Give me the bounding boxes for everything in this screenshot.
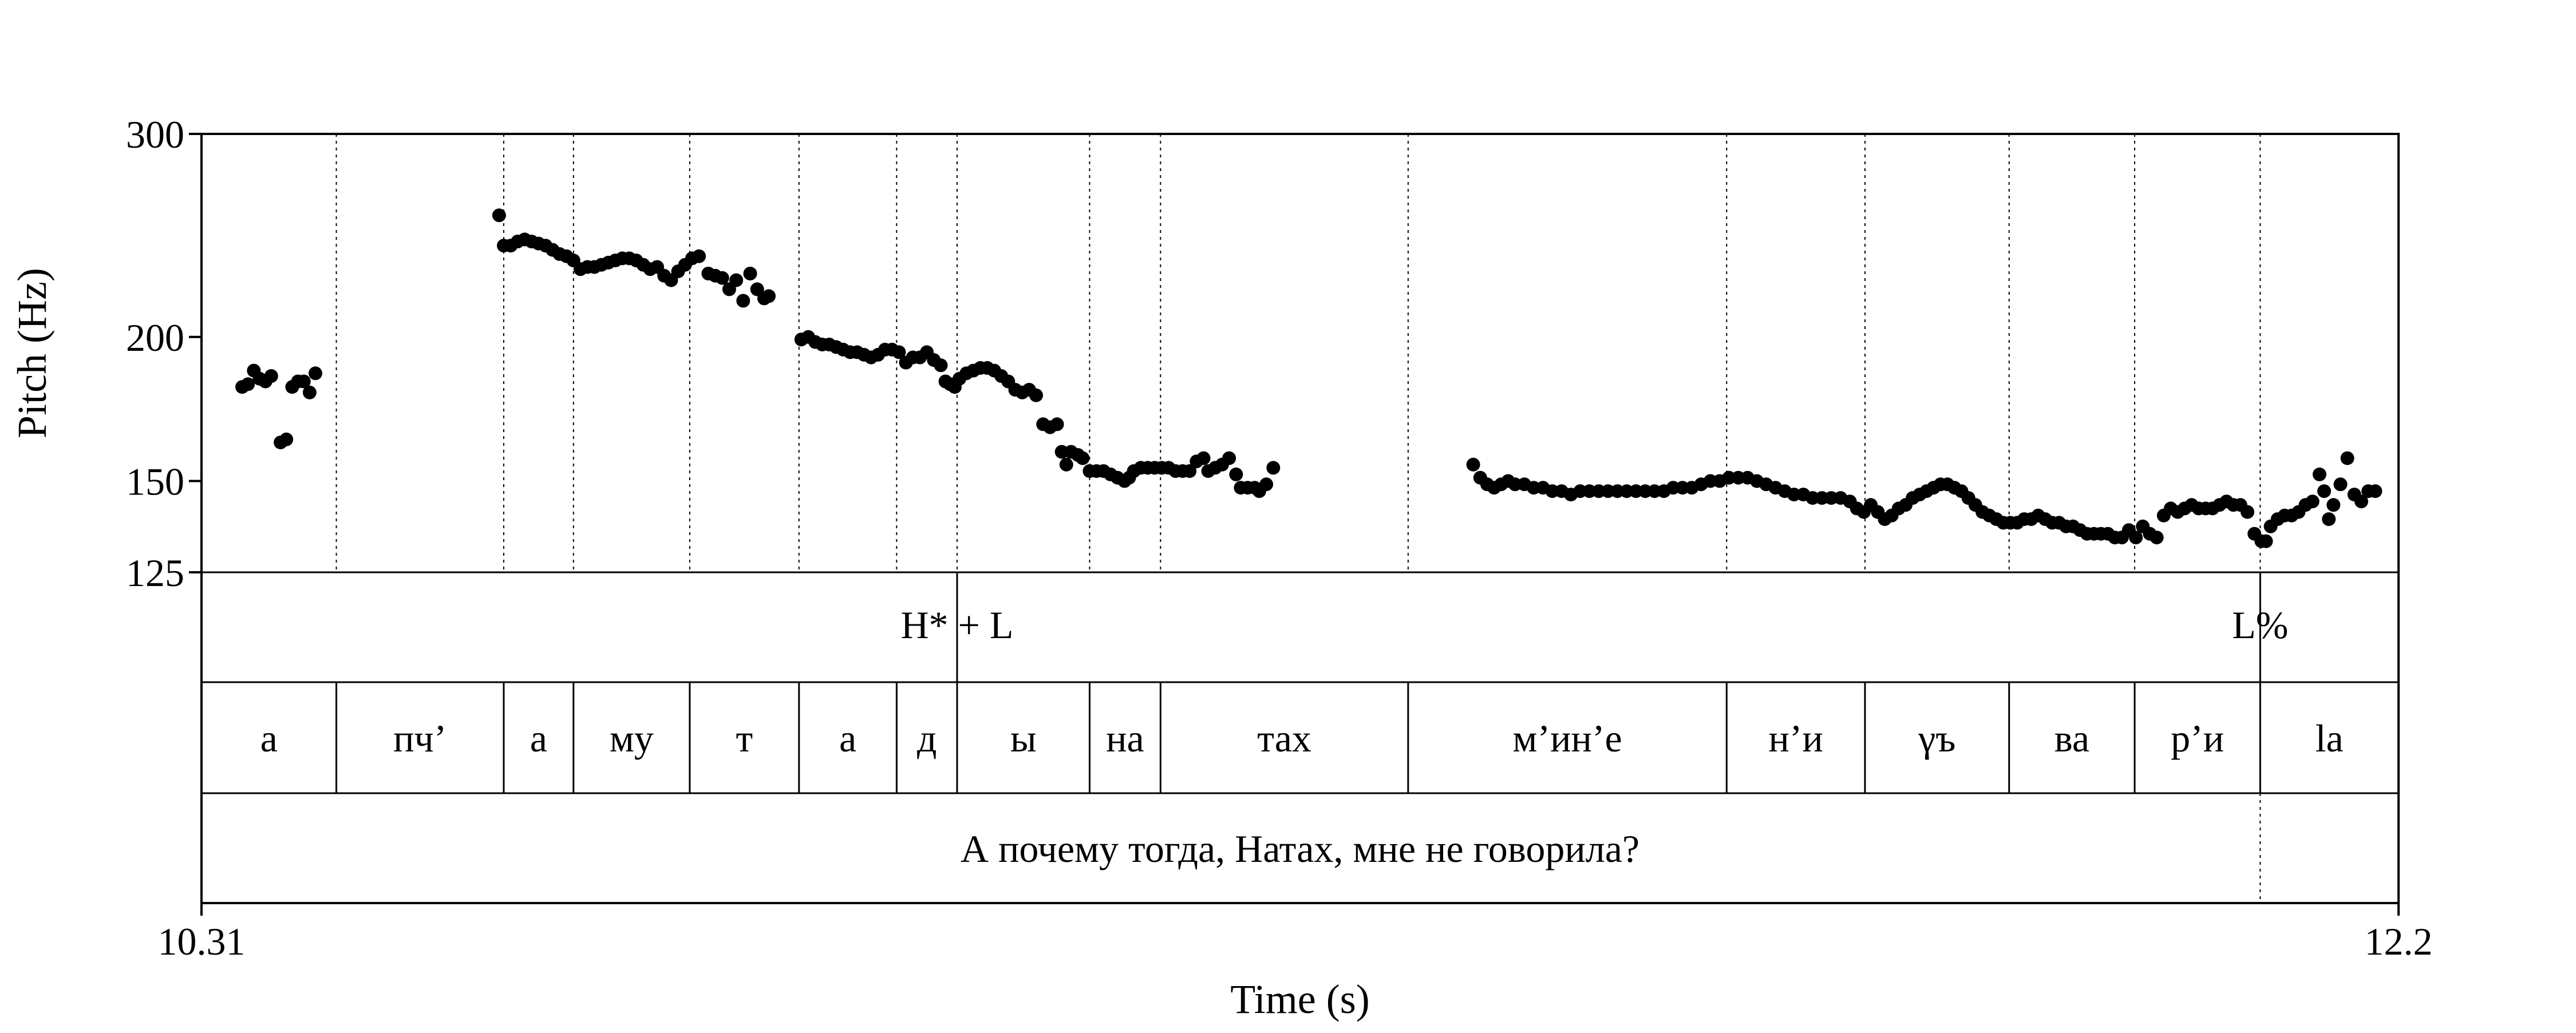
syllable-label-4: т — [736, 717, 753, 760]
pitch-point-13 — [492, 208, 506, 223]
pitch-point-209 — [2129, 531, 2143, 545]
pitch-point-12 — [309, 366, 322, 381]
pitch-point-10 — [297, 374, 311, 389]
pitch-point-91 — [1050, 417, 1064, 432]
pitch-point-112 — [1183, 464, 1197, 478]
pitch-point-237 — [2317, 484, 2331, 498]
syllable-label-12: γъ — [1918, 717, 1955, 760]
syllable-label-0: а — [260, 717, 278, 760]
syllable-label-13: ва — [2055, 717, 2089, 760]
pitch-point-88 — [1029, 388, 1043, 402]
y-tick-label-1: 150 — [126, 460, 184, 503]
syllable-label-6: д — [917, 717, 937, 760]
pitch-point-228 — [2259, 534, 2273, 548]
pitch-point-236 — [2312, 467, 2326, 481]
y-tick-label-3: 300 — [126, 113, 184, 156]
pitch-point-5 — [264, 369, 278, 383]
pitch-point-114 — [1196, 451, 1211, 465]
pitch-point-48 — [736, 294, 750, 308]
pitch-point-52 — [762, 289, 776, 303]
tone-label-1: L% — [2232, 603, 2288, 647]
pitch-point-119 — [1229, 467, 1243, 481]
pitch-point-241 — [2340, 451, 2354, 465]
pitch-point-96 — [1076, 451, 1090, 465]
pitch-point-124 — [1259, 477, 1274, 492]
pitch-point-42 — [692, 249, 706, 263]
syllable-label-9: тах — [1257, 717, 1311, 760]
syllable-label-1: пч’ — [393, 717, 447, 760]
x-axis-title: Time (s) — [1230, 976, 1369, 1022]
pitch-point-73 — [934, 358, 948, 373]
y-axis-title: Pitch (Hz) — [9, 268, 55, 438]
syllable-label-7: ы — [1010, 717, 1037, 760]
pitch-point-240 — [2333, 477, 2348, 492]
pitch-point-7 — [279, 432, 294, 446]
pitch-point-11 — [302, 385, 317, 399]
syllable-label-10: м’ин’е — [1512, 717, 1622, 760]
pitch-point-126 — [1466, 457, 1480, 472]
syllable-label-14: р’и — [2171, 717, 2224, 760]
pitch-point-93 — [1059, 457, 1073, 472]
pitch-point-125 — [1266, 461, 1281, 475]
syllable-label-5: а — [839, 717, 856, 760]
tone-label-0: H* + L — [900, 603, 1013, 647]
plot-frame — [200, 133, 2400, 904]
pitch-point-1 — [241, 377, 255, 391]
x-tick-label-0: 10.31 — [158, 920, 246, 963]
pitch-point-118 — [1222, 451, 1236, 465]
syllable-label-11: н’и — [1768, 717, 1823, 760]
syllable-label-8: на — [1106, 717, 1144, 760]
pitch-point-243 — [2354, 494, 2368, 509]
pitch-point-239 — [2326, 498, 2341, 512]
y-tick-label-2: 200 — [126, 316, 184, 359]
y-tick-label-0: 125 — [126, 551, 184, 595]
pitch-point-245 — [2368, 484, 2383, 498]
syllable-label-15: la — [2316, 717, 2344, 760]
pitch-point-235 — [2305, 494, 2320, 509]
pitch-point-238 — [2322, 512, 2336, 527]
pitch-point-45 — [715, 271, 729, 285]
x-tick-label-1: 12.2 — [2365, 920, 2433, 963]
pitch-point-225 — [2241, 505, 2254, 519]
pitch-point-47 — [729, 273, 744, 287]
pitch-point-212 — [2150, 531, 2164, 545]
pitch-point-67 — [892, 345, 906, 359]
sentence-label: А почему тогда, Натах, мне не говорила? — [961, 827, 1639, 870]
syllable-label-3: му — [610, 717, 654, 760]
pitch-point-49 — [743, 267, 757, 280]
syllable-label-2: а — [530, 717, 547, 760]
